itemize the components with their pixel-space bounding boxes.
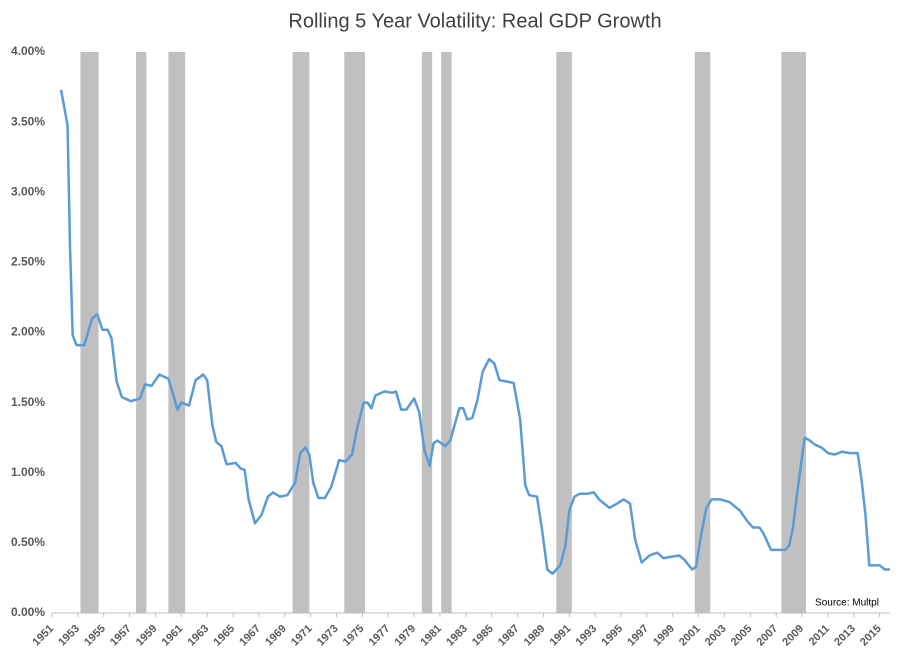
x-tick-label: 1963 bbox=[186, 623, 212, 649]
recession-band bbox=[136, 52, 147, 613]
recession-band bbox=[292, 52, 310, 613]
x-tick-label: 1977 bbox=[367, 623, 393, 649]
recession-band bbox=[441, 52, 452, 613]
x-tick-label: 2013 bbox=[832, 623, 858, 649]
x-tick-label: 1965 bbox=[211, 623, 237, 649]
y-tick-label: 3.00% bbox=[11, 184, 45, 198]
x-tick-label: 1975 bbox=[341, 623, 367, 649]
x-tick-label: 2007 bbox=[755, 623, 781, 649]
x-tick-label: 1999 bbox=[651, 623, 677, 649]
y-tick-label: 2.00% bbox=[11, 325, 45, 339]
x-tick-label: 2011 bbox=[807, 623, 832, 648]
x-tick-label: 1957 bbox=[108, 623, 134, 649]
x-tick-label: 1969 bbox=[263, 623, 289, 649]
x-tick-label: 2001 bbox=[677, 623, 703, 649]
x-tick-label: 1971 bbox=[289, 623, 315, 649]
y-tick-label: 0.50% bbox=[11, 535, 45, 549]
y-tick-label: 2.50% bbox=[11, 255, 45, 269]
x-tick-label: 1955 bbox=[82, 623, 108, 649]
chart-title: Rolling 5 Year Volatility: Real GDP Grow… bbox=[288, 10, 661, 32]
recession-band bbox=[344, 52, 365, 613]
x-tick-label: 1993 bbox=[574, 623, 600, 649]
x-tick-label: 1973 bbox=[315, 623, 341, 649]
y-tick-label: 1.50% bbox=[11, 395, 45, 409]
data-line bbox=[59, 89, 890, 575]
recession-band bbox=[694, 52, 711, 613]
x-tick-label: 2015 bbox=[858, 623, 884, 649]
x-tick-label: 1995 bbox=[599, 623, 625, 649]
x-tick-label: 1979 bbox=[392, 623, 418, 649]
x-tick-label: 2005 bbox=[729, 623, 755, 649]
x-tick-label: 1981 bbox=[418, 623, 444, 649]
annotation: Source: Multpl bbox=[815, 598, 879, 609]
y-tick-label: 3.50% bbox=[11, 114, 45, 128]
x-tick-label: 1983 bbox=[444, 623, 470, 649]
recession-band bbox=[421, 52, 433, 613]
x-tick-label: 1985 bbox=[470, 623, 496, 649]
x-tick-label: 1991 bbox=[548, 623, 574, 649]
x-tick-label: 1989 bbox=[522, 623, 548, 649]
x-tick-label: 1953 bbox=[56, 623, 82, 649]
recession-band bbox=[556, 52, 572, 613]
x-tick-label: 1961 bbox=[160, 623, 186, 649]
y-tick-label: 1.00% bbox=[11, 465, 45, 479]
x-tick-label: 1959 bbox=[134, 623, 160, 649]
x-tick-label: 1997 bbox=[625, 623, 651, 649]
y-tick-label: 4.00% bbox=[11, 44, 45, 58]
recession-band bbox=[168, 52, 186, 613]
x-tick-label: 1967 bbox=[237, 623, 263, 649]
x-tick-label: 1951 bbox=[30, 623, 56, 649]
x-tick-label: 1987 bbox=[496, 623, 522, 649]
annotation-box bbox=[808, 592, 886, 612]
recession-band bbox=[80, 52, 99, 613]
x-tick-label: 2003 bbox=[703, 623, 729, 649]
x-tick-label: 2009 bbox=[780, 623, 806, 649]
y-tick-label: 0.00% bbox=[11, 605, 45, 619]
